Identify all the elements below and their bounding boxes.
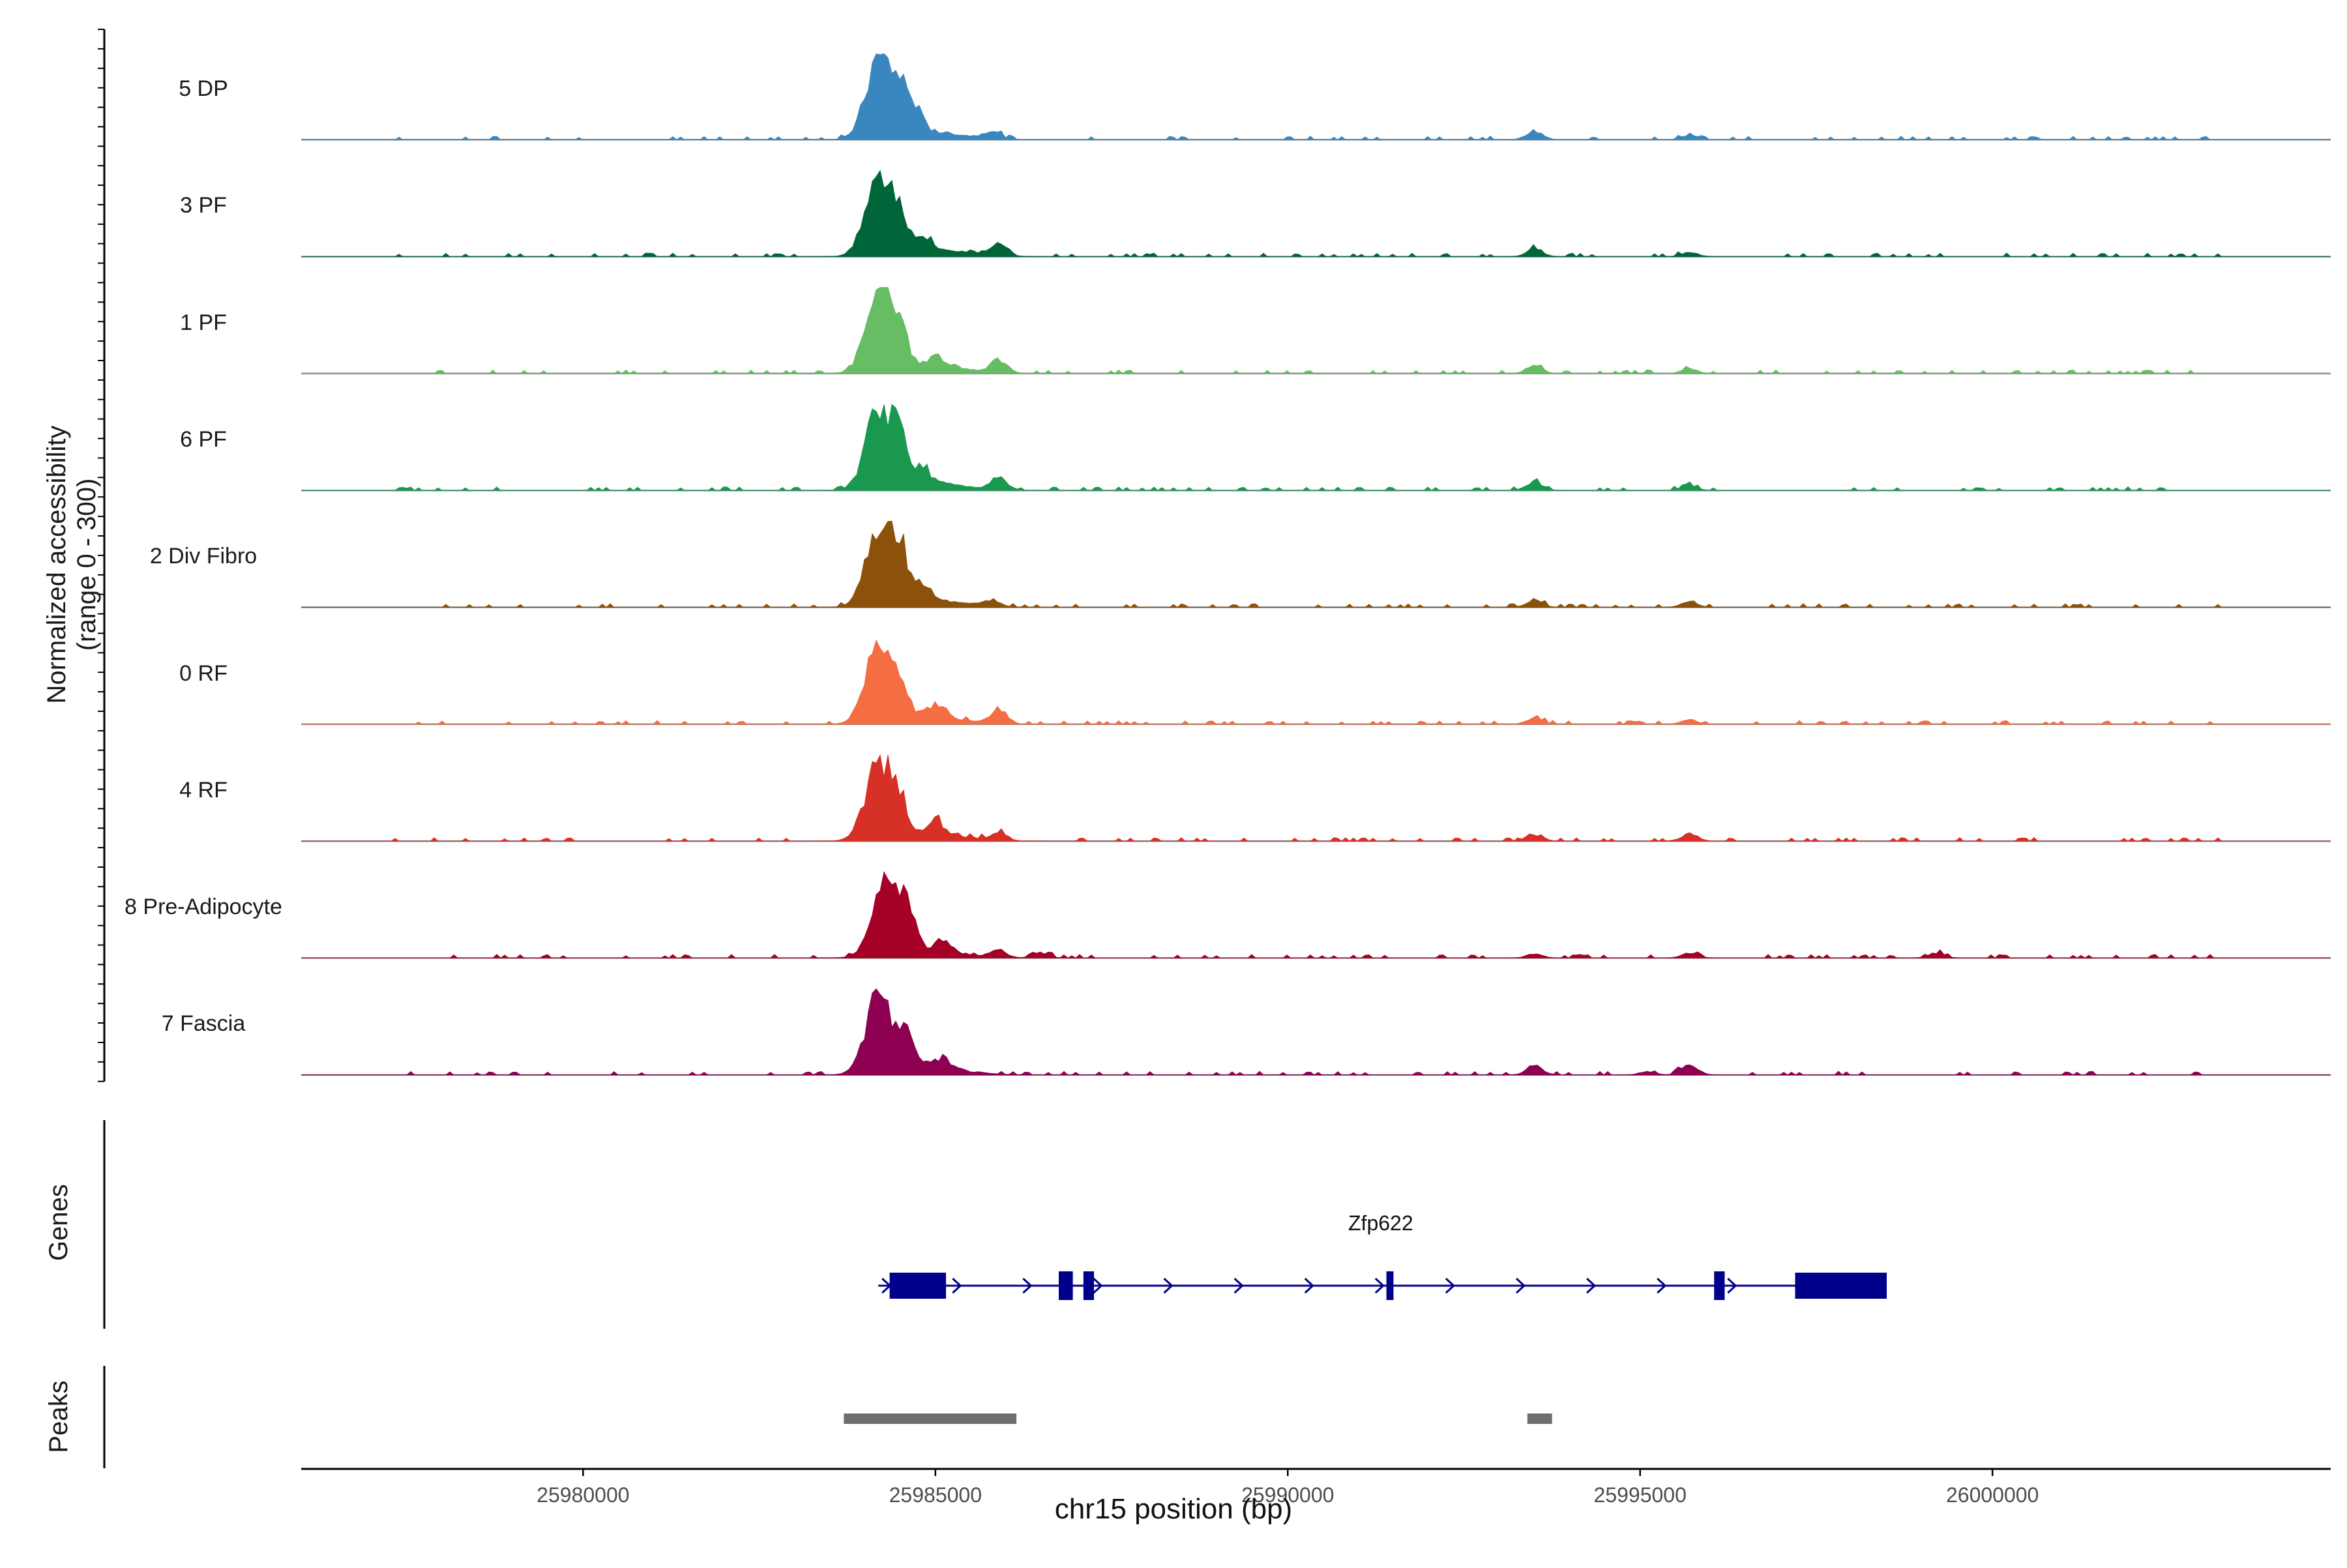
track-3 — [301, 404, 2331, 492]
gene-strand-chevron — [1515, 1277, 1526, 1294]
track-0 — [301, 53, 2331, 141]
coverage-area-1 — [301, 170, 2331, 258]
x-tick-label: 25985000 — [889, 1483, 982, 1507]
track-6 — [301, 754, 2331, 842]
peak-region — [844, 1413, 1017, 1424]
peak-region — [1527, 1413, 1552, 1424]
gene-strand-chevron — [1233, 1277, 1244, 1294]
gene-strand-chevron — [1374, 1277, 1385, 1294]
track-label-6: 4 RF — [179, 777, 228, 803]
coverage-area-8 — [301, 988, 2331, 1076]
track-label-1: 3 PF — [180, 193, 227, 218]
gene-strand-chevron — [1022, 1277, 1033, 1294]
coverage-area-4 — [301, 521, 2331, 608]
gene-exon — [1083, 1271, 1095, 1300]
track-label-0: 5 DP — [179, 76, 228, 101]
track-1 — [301, 170, 2331, 258]
track-label-7: 8 Pre-Adipocyte — [125, 895, 282, 920]
gene-strand-chevron — [952, 1277, 962, 1294]
gene-exon — [1795, 1273, 1887, 1299]
coverage-area-0 — [301, 53, 2331, 140]
gene-exon — [1058, 1271, 1073, 1300]
coverage-area-2 — [301, 287, 2331, 374]
track-7 — [301, 870, 2331, 959]
track-label-4: 2 Div Fibro — [149, 544, 258, 569]
x-tick-label: 26000000 — [1946, 1483, 2039, 1507]
gene-strand-chevron — [1163, 1277, 1174, 1294]
gene-strand-chevron — [1657, 1277, 1667, 1294]
track-5 — [301, 639, 2331, 726]
track-label-3: 6 PF — [180, 426, 227, 452]
x-tick-label: 25990000 — [1241, 1483, 1334, 1507]
track-label-8: 7 Fascia — [161, 1011, 246, 1037]
coverage-area-7 — [301, 870, 2331, 959]
track-label-5: 0 RF — [179, 660, 228, 686]
gene-exon — [889, 1273, 947, 1299]
track-4 — [301, 521, 2331, 608]
x-tick-label: 25980000 — [537, 1483, 629, 1507]
gene-strand-chevron — [1727, 1277, 1737, 1294]
x-axis-title: chr15 position (bp) — [1054, 1493, 1293, 1525]
coverage-area-3 — [301, 404, 2331, 491]
gene-strand-chevron — [1586, 1277, 1597, 1294]
gene-exon — [1714, 1271, 1725, 1300]
gene-strand-chevron — [1093, 1277, 1103, 1294]
genes-track-title: Genes — [44, 1184, 73, 1261]
gene-exon — [1386, 1271, 1394, 1300]
gene-model — [878, 1271, 1887, 1300]
gene-strand-chevron — [1304, 1277, 1314, 1294]
peaks-track-title: Peaks — [44, 1380, 73, 1453]
x-tick-label: 25995000 — [1594, 1483, 1687, 1507]
track-label-2: 1 PF — [180, 310, 227, 335]
coverage-area-5 — [301, 639, 2331, 725]
track-2 — [301, 287, 2331, 375]
track-8 — [301, 988, 2331, 1076]
coverage-area-6 — [301, 754, 2331, 842]
gene-strand-chevron — [1445, 1277, 1456, 1294]
gene-name-label: Zfp622 — [1348, 1211, 1413, 1235]
